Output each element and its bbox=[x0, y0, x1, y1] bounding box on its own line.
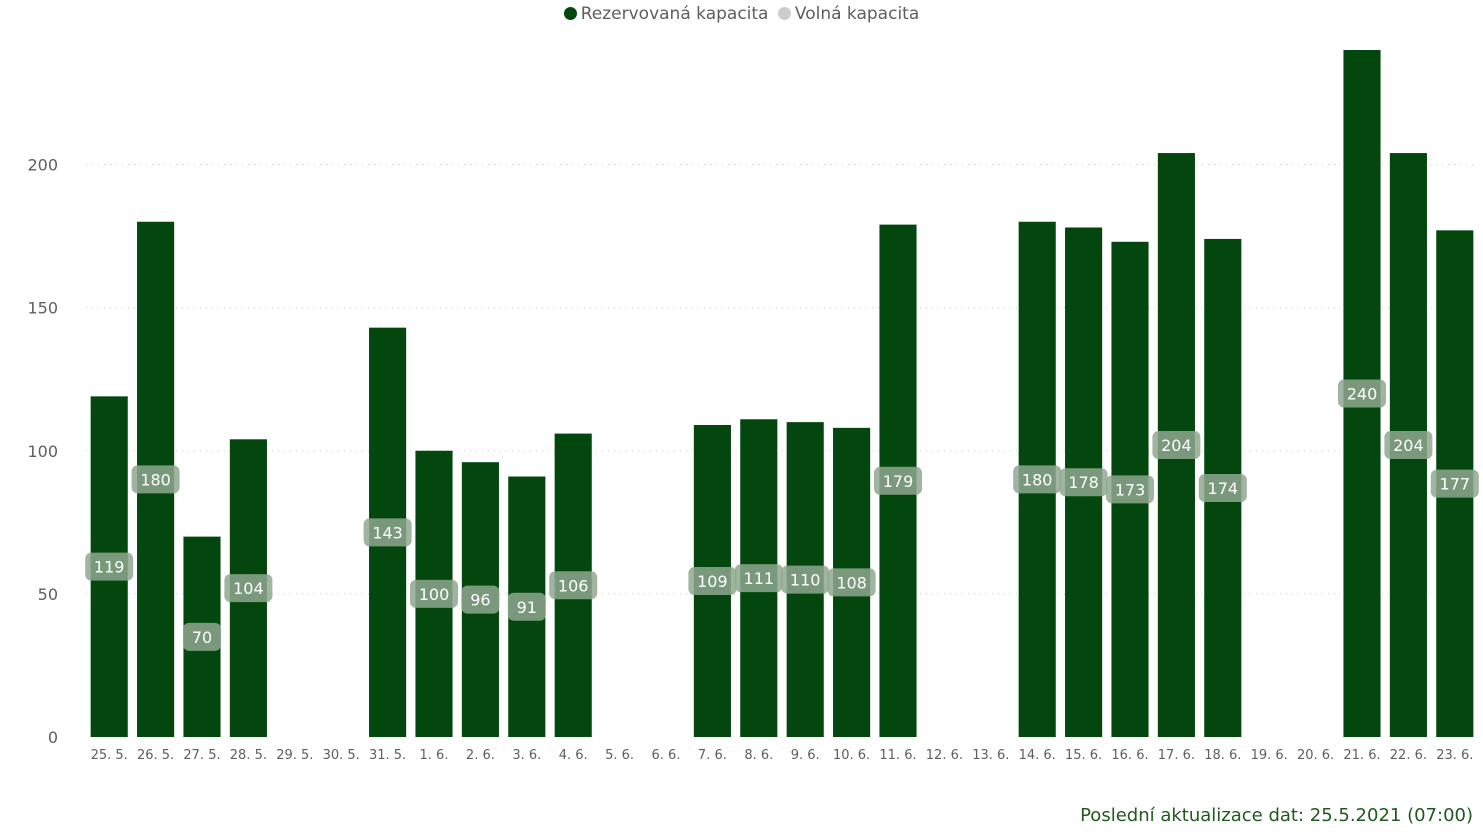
x-tick-label: 10. 6. bbox=[833, 748, 870, 763]
data-label: 119 bbox=[94, 558, 125, 577]
x-tick-label: 31. 5. bbox=[369, 748, 406, 763]
x-tick-label: 1. 6. bbox=[420, 748, 449, 763]
x-tick-label: 20. 6. bbox=[1297, 748, 1334, 763]
y-tick-label: 200 bbox=[27, 156, 58, 175]
data-label: 178 bbox=[1068, 473, 1099, 492]
data-label-background bbox=[1198, 473, 1247, 502]
data-label: 109 bbox=[697, 572, 728, 591]
data-label-background bbox=[461, 585, 500, 614]
data-label-background bbox=[874, 466, 922, 495]
x-tick-label: 14. 6. bbox=[1019, 748, 1056, 763]
data-label: 108 bbox=[836, 573, 867, 592]
y-tick-label: 50 bbox=[38, 585, 58, 604]
x-tick-label: 11. 6. bbox=[879, 748, 916, 763]
legend-item-reserved[interactable]: Rezervovaná kapacita bbox=[563, 4, 769, 24]
data-label-background bbox=[1338, 379, 1386, 408]
y-tick-label: 150 bbox=[27, 299, 58, 318]
x-tick-label: 22. 6. bbox=[1390, 748, 1427, 763]
chart-legend: Rezervovaná kapacita Volná kapacita bbox=[0, 4, 1483, 24]
data-label: 173 bbox=[1115, 480, 1146, 499]
y-tick-label: 0 bbox=[48, 728, 58, 747]
data-label-background bbox=[224, 574, 273, 603]
data-label-background bbox=[363, 518, 412, 547]
x-tick-label: 6. 6. bbox=[652, 748, 681, 763]
data-label-background bbox=[781, 565, 830, 594]
data-label-background bbox=[85, 552, 134, 581]
data-label: 204 bbox=[1393, 436, 1424, 455]
x-tick-label: 26. 5. bbox=[137, 748, 174, 763]
legend-swatch-free-icon bbox=[777, 7, 791, 20]
data-label: 104 bbox=[233, 579, 264, 598]
data-label-background bbox=[734, 564, 783, 593]
x-tick-label: 12. 6. bbox=[926, 748, 963, 763]
data-label: 240 bbox=[1347, 385, 1378, 404]
data-label: 180 bbox=[1022, 470, 1053, 489]
x-tick-label: 28. 5. bbox=[230, 748, 267, 763]
x-tick-label: 23. 6. bbox=[1436, 748, 1473, 763]
x-tick-label: 17. 6. bbox=[1158, 748, 1195, 763]
data-label: 106 bbox=[558, 576, 589, 595]
x-tick-label: 19. 6. bbox=[1251, 748, 1288, 763]
data-label: 111 bbox=[744, 569, 775, 588]
legend-swatch-reserved-icon bbox=[563, 7, 577, 20]
x-tick-label: 2. 6. bbox=[466, 748, 495, 763]
legend-item-free[interactable]: Volná kapacita bbox=[777, 4, 920, 24]
x-tick-label: 7. 6. bbox=[698, 748, 727, 763]
data-label-background bbox=[1013, 465, 1062, 494]
data-label-background bbox=[549, 571, 598, 600]
x-tick-label: 29. 5. bbox=[276, 748, 313, 763]
data-label-background bbox=[688, 566, 737, 595]
x-tick-label: 30. 5. bbox=[323, 748, 360, 763]
x-tick-label: 8. 6. bbox=[744, 748, 773, 763]
x-tick-label: 27. 5. bbox=[183, 748, 220, 763]
legend-label-reserved: Rezervovaná kapacita bbox=[580, 4, 769, 24]
data-label: 204 bbox=[1161, 436, 1192, 455]
data-label-background bbox=[1106, 475, 1154, 504]
x-tick-label: 4. 6. bbox=[559, 748, 588, 763]
data-label: 70 bbox=[192, 628, 212, 647]
data-label-background bbox=[410, 579, 458, 608]
data-label-background bbox=[507, 592, 546, 621]
data-label-background bbox=[827, 568, 876, 597]
x-tick-label: 5. 6. bbox=[605, 748, 634, 763]
data-label: 96 bbox=[470, 591, 490, 610]
data-label: 91 bbox=[517, 598, 537, 617]
y-tick-label: 100 bbox=[27, 442, 58, 461]
x-tick-label: 9. 6. bbox=[791, 748, 820, 763]
x-tick-label: 3. 6. bbox=[512, 748, 541, 763]
x-tick-label: 21. 6. bbox=[1343, 748, 1380, 763]
data-label: 177 bbox=[1440, 475, 1471, 494]
data-label: 100 bbox=[419, 585, 450, 604]
last-update-text: Poslední aktualizace dat: 25.5.2021 (07:… bbox=[1080, 805, 1473, 826]
x-tick-label: 16. 6. bbox=[1111, 748, 1148, 763]
x-tick-label: 15. 6. bbox=[1065, 748, 1102, 763]
data-label-background bbox=[1152, 431, 1201, 460]
data-label-background bbox=[1430, 469, 1479, 498]
data-label-background bbox=[1059, 468, 1108, 497]
data-label: 110 bbox=[790, 571, 821, 590]
data-label: 174 bbox=[1208, 479, 1239, 498]
data-label-background bbox=[183, 622, 221, 651]
data-label-background bbox=[131, 465, 180, 494]
legend-label-free: Volná kapacita bbox=[794, 4, 920, 24]
x-tick-label: 18. 6. bbox=[1204, 748, 1241, 763]
data-label: 180 bbox=[140, 470, 171, 489]
x-tick-label: 13. 6. bbox=[972, 748, 1009, 763]
data-label-background bbox=[1384, 431, 1433, 460]
x-tick-label: 25. 5. bbox=[91, 748, 128, 763]
data-label: 179 bbox=[883, 472, 914, 491]
data-label: 143 bbox=[372, 523, 403, 542]
